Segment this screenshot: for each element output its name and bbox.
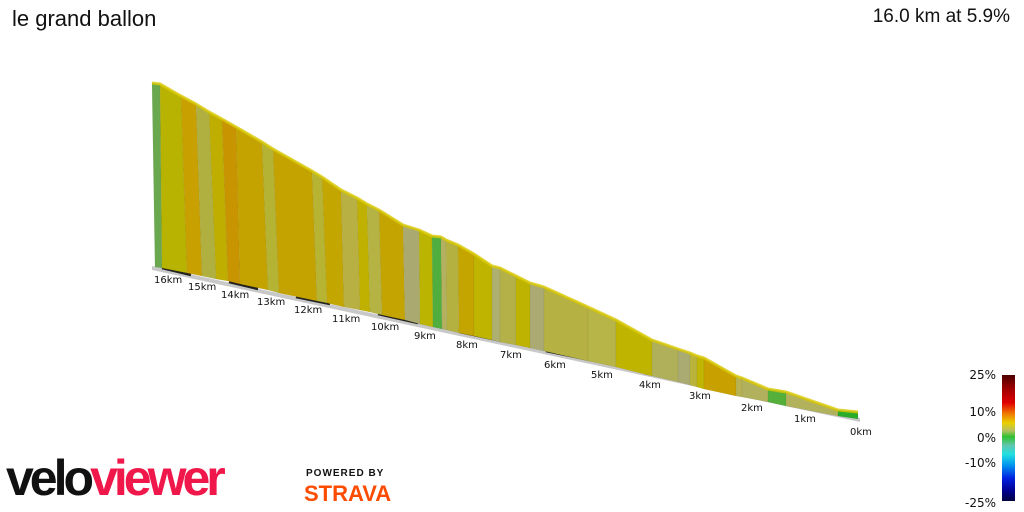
svg-text:1km: 1km: [794, 414, 816, 425]
legend-label-25: 25%: [969, 368, 996, 382]
climb-summary: 16.0 km at 5.9%: [872, 6, 1010, 27]
svg-text:9km: 9km: [414, 331, 436, 342]
profile-segments: [151, 82, 859, 420]
legend-label-minus25: -25%: [964, 496, 996, 510]
svg-text:8km: 8km: [456, 340, 478, 351]
svg-text:0km: 0km: [850, 427, 872, 438]
gradient-color-scale: [1002, 375, 1015, 501]
svg-text:13km: 13km: [257, 297, 285, 308]
svg-text:7km: 7km: [500, 350, 522, 361]
climb-title: le grand ballon: [12, 6, 157, 31]
strava-logo: STRAVA: [304, 481, 392, 506]
svg-text:15km: 15km: [188, 282, 216, 293]
svg-text:16km: 16km: [154, 275, 182, 286]
legend-label-minus10: -10%: [964, 456, 996, 470]
legend-label-10: 10%: [969, 405, 996, 419]
svg-text:6km: 6km: [544, 360, 566, 371]
svg-text:10km: 10km: [371, 322, 399, 333]
veloviewer-logo: veloviewer: [6, 450, 226, 506]
svg-text:3km: 3km: [689, 391, 711, 402]
svg-text:4km: 4km: [639, 380, 661, 391]
svg-text:2km: 2km: [741, 403, 763, 414]
powered-by-label: POWERED BY: [306, 468, 385, 479]
svg-text:5km: 5km: [591, 370, 613, 381]
legend-label-0: 0%: [976, 431, 996, 445]
svg-text:11km: 11km: [332, 314, 360, 325]
svg-text:14km: 14km: [221, 290, 249, 301]
svg-text:12km: 12km: [294, 305, 322, 316]
km-labels: 16km 15km 14km 13km 12km 11km 10km 9km 8…: [154, 275, 872, 438]
profile-ridge: [151, 81, 859, 414]
